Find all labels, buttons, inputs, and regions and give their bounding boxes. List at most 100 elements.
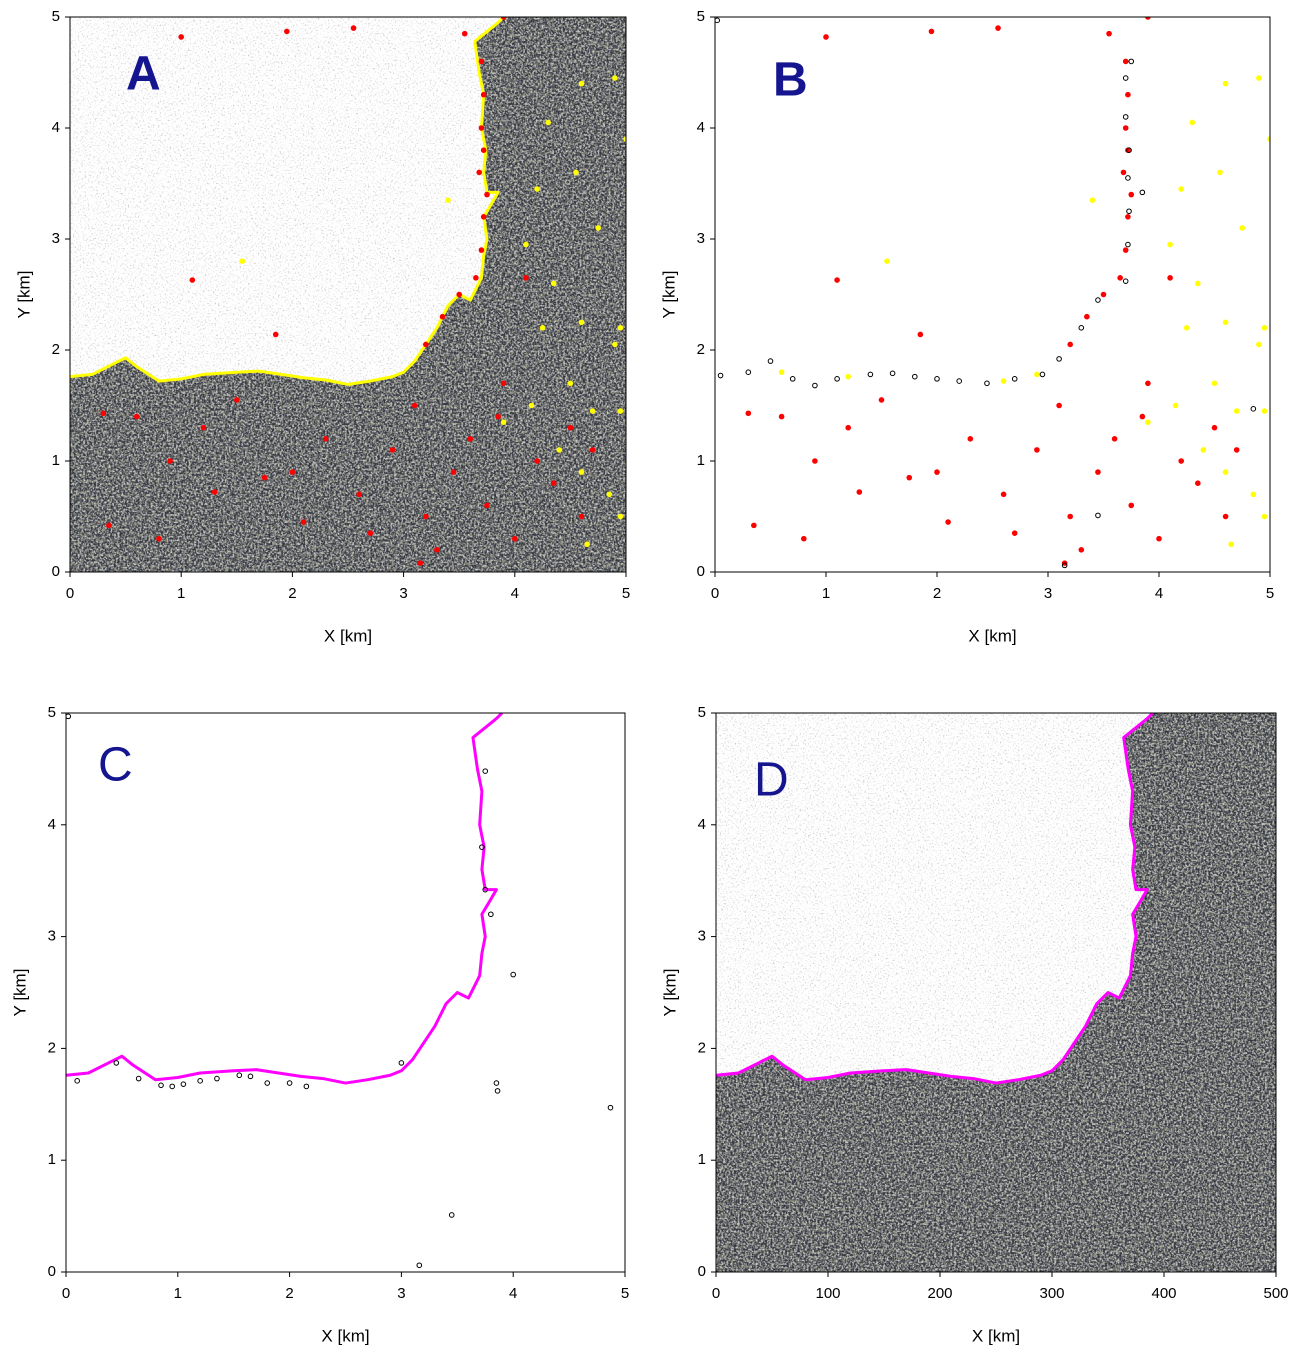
data-point — [178, 34, 184, 40]
x-axis-label: X [km] — [324, 626, 372, 645]
data-point — [1122, 247, 1129, 253]
x-tick-label: 100 — [815, 1285, 840, 1302]
data-point — [606, 491, 613, 498]
data-point — [934, 376, 940, 382]
data-point — [1256, 341, 1262, 348]
data-point — [100, 410, 107, 417]
y-tick-label: 2 — [697, 341, 705, 358]
data-point — [1126, 147, 1132, 153]
data-point — [1122, 114, 1129, 120]
y-tick-label: 0 — [48, 1263, 56, 1280]
data-point — [1056, 402, 1062, 409]
data-point — [356, 491, 362, 498]
data-point — [539, 325, 546, 331]
data-point — [74, 1078, 80, 1084]
data-point — [1117, 275, 1123, 281]
data-point — [476, 169, 483, 176]
data-point — [1156, 535, 1162, 542]
data-point — [473, 275, 479, 281]
data-point — [751, 522, 757, 529]
data-point — [445, 197, 451, 203]
y-tick-label: 3 — [48, 928, 56, 945]
data-point — [945, 519, 951, 525]
data-point — [1034, 371, 1040, 378]
data-point — [234, 397, 240, 403]
data-point — [1126, 208, 1132, 215]
y-tick-label: 0 — [698, 1263, 706, 1280]
data-point — [1122, 278, 1129, 284]
data-point — [493, 1080, 500, 1086]
plot-area — [70, 17, 626, 572]
data-point — [1250, 491, 1257, 498]
data-point — [500, 419, 507, 425]
data-point — [1200, 447, 1207, 453]
data-point — [512, 535, 518, 542]
x-tick-label: 4 — [511, 585, 519, 602]
y-tick-label: 0 — [52, 563, 60, 580]
x-tick-label: 4 — [1155, 585, 1163, 602]
data-point — [917, 331, 924, 338]
data-point — [578, 319, 585, 326]
data-point — [1233, 408, 1240, 414]
x-tick-label: 4 — [509, 1285, 517, 1302]
data-point — [500, 380, 507, 387]
y-tick-label: 1 — [48, 1151, 56, 1168]
data-point — [480, 147, 487, 153]
data-point — [1239, 225, 1246, 231]
data-point — [884, 258, 890, 265]
data-point — [1145, 380, 1151, 387]
plot-area — [66, 713, 614, 1269]
y-axis-label: Y [km] — [10, 969, 29, 1017]
plot-area — [716, 713, 1276, 1272]
data-point — [236, 1072, 243, 1079]
data-point — [113, 1060, 120, 1066]
data-point — [778, 413, 785, 420]
data-point — [523, 241, 529, 248]
data-point — [479, 844, 485, 850]
y-tick-label: 4 — [52, 119, 60, 136]
data-point — [1125, 91, 1131, 98]
data-point — [434, 547, 440, 553]
data-point — [495, 413, 501, 420]
data-point — [478, 58, 485, 65]
data-point — [211, 489, 218, 495]
data-point — [322, 436, 329, 442]
data-point — [789, 376, 796, 382]
data-point — [956, 378, 963, 384]
data-point — [416, 1262, 423, 1269]
data-point — [1228, 541, 1234, 548]
data-point — [1089, 197, 1096, 203]
x-tick-label: 5 — [1266, 585, 1274, 602]
data-point — [1233, 447, 1240, 453]
data-point — [617, 513, 624, 520]
data-point — [367, 530, 374, 536]
data-point — [556, 447, 563, 453]
data-point — [467, 436, 474, 442]
data-point — [417, 560, 424, 566]
data-point — [1084, 313, 1090, 320]
data-point — [1183, 325, 1190, 331]
plot-frame — [714, 16, 1271, 573]
data-point — [1128, 191, 1135, 198]
data-point — [589, 447, 596, 453]
data-point — [1128, 58, 1135, 65]
x-tick-label: 300 — [1039, 1285, 1064, 1302]
data-point — [523, 275, 529, 281]
data-point — [995, 25, 1001, 31]
y-tick-label: 4 — [697, 119, 705, 136]
data-point — [484, 191, 490, 198]
data-point — [1011, 530, 1018, 536]
data-point — [494, 1088, 501, 1094]
data-point — [284, 28, 290, 35]
data-point — [928, 28, 935, 35]
x-axis-label: X [km] — [968, 626, 1016, 645]
data-point — [745, 369, 752, 376]
y-tick-label: 3 — [52, 230, 60, 247]
y-tick-label: 2 — [48, 1039, 56, 1056]
plot-frame — [69, 16, 627, 573]
data-point — [423, 513, 429, 520]
data-point — [1000, 491, 1007, 498]
x-tick-label: 400 — [1151, 1285, 1176, 1302]
data-point — [1056, 356, 1062, 362]
